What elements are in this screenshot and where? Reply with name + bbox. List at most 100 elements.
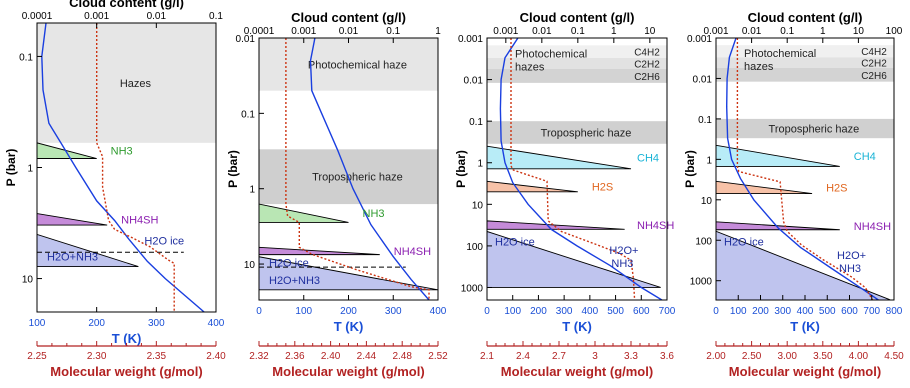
plot-area: Photochemical haze Tropospheric haze xyxy=(259,38,438,300)
left-tick-label: 0.01 xyxy=(236,34,256,45)
haze-label: Tropospheric haze xyxy=(541,127,632,139)
mw-tick-label: 4.50 xyxy=(884,351,904,362)
bottom-tick-label: 200 xyxy=(88,318,105,329)
top-axis-title: Cloud content (g/l) xyxy=(520,10,635,25)
cloud-label: NH3 xyxy=(839,263,861,275)
mw-tick-label: 3 xyxy=(592,351,598,362)
bottom-axis-title: T (K) xyxy=(790,319,820,334)
top-tick-label: 0.01 xyxy=(339,26,359,37)
plot-frame xyxy=(486,37,668,301)
cloud-label: H2O+ xyxy=(609,245,638,257)
haze-label: hazes xyxy=(744,61,774,73)
cloud-label: H2O+NH3 xyxy=(269,275,320,287)
top-tick-label: 10 xyxy=(853,26,865,37)
mw-tick-label: 3.3 xyxy=(624,351,638,362)
mw-tick-label: 2.40 xyxy=(321,351,341,362)
top-tick-label: 0.0001 xyxy=(22,11,53,22)
bottom-tick-label: 700 xyxy=(659,306,676,317)
top-tick-label: 0.001 xyxy=(84,11,109,22)
left-tick-label: 10 xyxy=(22,275,34,286)
mw-tick-label: 3.50 xyxy=(813,351,833,362)
mw-axis-title: Molecular weight (g/mol) xyxy=(50,364,202,379)
top-tick-label: 0.1 xyxy=(386,26,400,37)
cloud-layer xyxy=(487,180,578,193)
top-tick-label: 1 xyxy=(820,26,826,37)
left-tick-label: 0.001 xyxy=(458,34,483,45)
bottom-tick-label: 600 xyxy=(841,306,858,317)
top-tick-label: 0.0001 xyxy=(244,26,275,37)
top-tick-label: 0.01 xyxy=(532,26,552,37)
cloud-layer xyxy=(259,246,380,256)
haze-band xyxy=(487,68,667,83)
temperature-line xyxy=(309,38,430,300)
cloud-label: H2O ice xyxy=(144,235,184,247)
top-tick-label: 0.1 xyxy=(780,26,794,37)
bottom-tick-label: 200 xyxy=(530,306,547,317)
top-tick-label: 0.01 xyxy=(742,26,762,37)
top-tick-label: 0.01 xyxy=(147,11,167,22)
left-tick-label: 1 xyxy=(477,159,483,170)
left-tick-label: 1000 xyxy=(461,283,484,294)
bottom-tick-label: 600 xyxy=(633,306,650,317)
bottom-tick-label: 500 xyxy=(819,306,836,317)
cloud-layer xyxy=(716,221,840,231)
molecular-weight-line xyxy=(736,38,874,300)
haze-band xyxy=(716,57,894,68)
cloud-label: H2O ice xyxy=(269,258,309,270)
cloud-label: NH4SH xyxy=(121,214,158,226)
cloud-label: NH3 xyxy=(111,146,133,158)
cloud-label: NH4SH xyxy=(854,221,891,233)
top-axis-title: Cloud content (g/l) xyxy=(748,10,863,25)
haze-label: Hazes xyxy=(120,78,152,90)
molecular-weight-line xyxy=(96,23,175,312)
mw-tick-label: 3.6 xyxy=(660,351,674,362)
left-axis-title: P (bar) xyxy=(226,150,240,188)
left-tick-label: 0.01 xyxy=(464,76,484,87)
cloud-label: H2O+ xyxy=(837,250,866,262)
left-tick-label: 100 xyxy=(695,236,712,247)
plot-area: Hazes xyxy=(37,23,216,312)
haze-label: Tropospheric haze xyxy=(769,124,860,136)
haze-band xyxy=(487,57,667,69)
haze-label: C2H2 xyxy=(634,59,660,70)
top-tick-label: 10 xyxy=(644,26,656,37)
cloud-label: H2O ice xyxy=(724,236,764,248)
mw-tick-label: 2.00 xyxy=(706,351,726,362)
mw-tick-label: 2.1 xyxy=(480,351,494,362)
haze-label: hazes xyxy=(515,61,545,73)
mw-tick-label: 2.44 xyxy=(357,351,377,362)
left-tick-label: 0.1 xyxy=(241,109,255,120)
top-tick-label: 1 xyxy=(611,26,617,37)
haze-label: C4H2 xyxy=(634,48,660,59)
left-tick-label: 1 xyxy=(706,155,712,166)
molecular-weight-line xyxy=(285,38,430,300)
left-axis-title: P (bar) xyxy=(683,150,697,188)
bottom-tick-label: 0 xyxy=(484,306,490,317)
haze-label: C2H6 xyxy=(861,71,887,82)
cloud-label: CH4 xyxy=(854,151,876,163)
left-tick-label: 10 xyxy=(244,260,256,271)
cloud-layer xyxy=(259,256,438,291)
cloud-layer xyxy=(37,142,97,159)
mw-tick-label: 2.32 xyxy=(249,351,269,362)
bottom-tick-label: 0 xyxy=(256,306,262,317)
top-tick-label: 0.001 xyxy=(291,26,316,37)
top-tick-label: 1 xyxy=(435,26,441,37)
bottom-tick-label: 400 xyxy=(582,306,599,317)
top-axis-title: Cloud content (g/l) xyxy=(291,10,406,25)
cloud-layer xyxy=(716,144,840,167)
mw-tick-label: 2.7 xyxy=(552,351,566,362)
cloud-layer xyxy=(487,231,661,288)
mw-axis-title: Molecular weight (g/mol) xyxy=(729,364,881,379)
cloud-label: NH3 xyxy=(363,208,385,220)
cloud-layer xyxy=(37,233,139,268)
haze-band xyxy=(259,38,438,91)
top-tick-label: 0.1 xyxy=(209,11,223,22)
haze-label: C2H2 xyxy=(861,59,887,70)
cloud-layer xyxy=(37,213,108,226)
bottom-tick-label: 0 xyxy=(713,306,719,317)
top-tick-label: 0.001 xyxy=(703,26,728,37)
panel-1: Hazes NH3 NH4SH H2O ice H2O+NH3 0.0001 0.001 0.… xyxy=(4,0,226,379)
left-tick-label: 0.1 xyxy=(698,115,712,126)
